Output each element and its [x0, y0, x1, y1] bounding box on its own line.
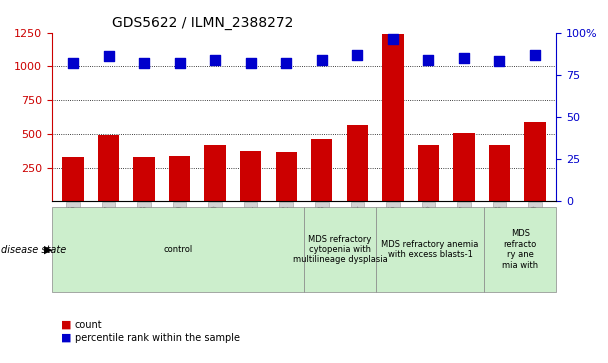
- Text: ▶: ▶: [44, 245, 53, 254]
- Point: [424, 57, 434, 62]
- Bar: [453, 132, 475, 201]
- Bar: [98, 135, 119, 201]
- Point: [282, 60, 291, 66]
- Text: GDS5622 / ILMN_2388272: GDS5622 / ILMN_2388272: [112, 16, 294, 30]
- Point: [246, 60, 255, 66]
- Bar: [240, 151, 261, 201]
- Point: [388, 37, 398, 42]
- Text: ■: ■: [61, 320, 71, 330]
- Point: [459, 55, 469, 61]
- Point: [530, 52, 540, 57]
- Bar: [133, 157, 155, 201]
- Point: [104, 53, 114, 59]
- Bar: [418, 146, 439, 201]
- Text: MDS
refracto
ry ane
mia with: MDS refracto ry ane mia with: [502, 229, 538, 270]
- Point: [210, 57, 220, 62]
- Text: percentile rank within the sample: percentile rank within the sample: [75, 333, 240, 343]
- Text: disease state: disease state: [1, 245, 66, 254]
- Text: MDS refractory
cytopenia with
multilineage dysplasia: MDS refractory cytopenia with multilinea…: [292, 234, 387, 265]
- Bar: [489, 146, 510, 201]
- Point: [353, 52, 362, 57]
- Bar: [382, 34, 404, 201]
- Bar: [347, 125, 368, 201]
- Text: count: count: [75, 320, 102, 330]
- Point: [139, 60, 149, 66]
- Bar: [204, 146, 226, 201]
- Bar: [311, 139, 333, 201]
- Text: control: control: [163, 245, 193, 254]
- Text: ■: ■: [61, 333, 71, 343]
- Bar: [275, 151, 297, 201]
- Point: [317, 57, 326, 62]
- Point: [494, 58, 504, 64]
- Point: [68, 60, 78, 66]
- Text: MDS refractory anemia
with excess blasts-1: MDS refractory anemia with excess blasts…: [381, 240, 479, 259]
- Bar: [63, 157, 84, 201]
- Bar: [524, 122, 545, 201]
- Bar: [169, 156, 190, 201]
- Point: [174, 60, 184, 66]
